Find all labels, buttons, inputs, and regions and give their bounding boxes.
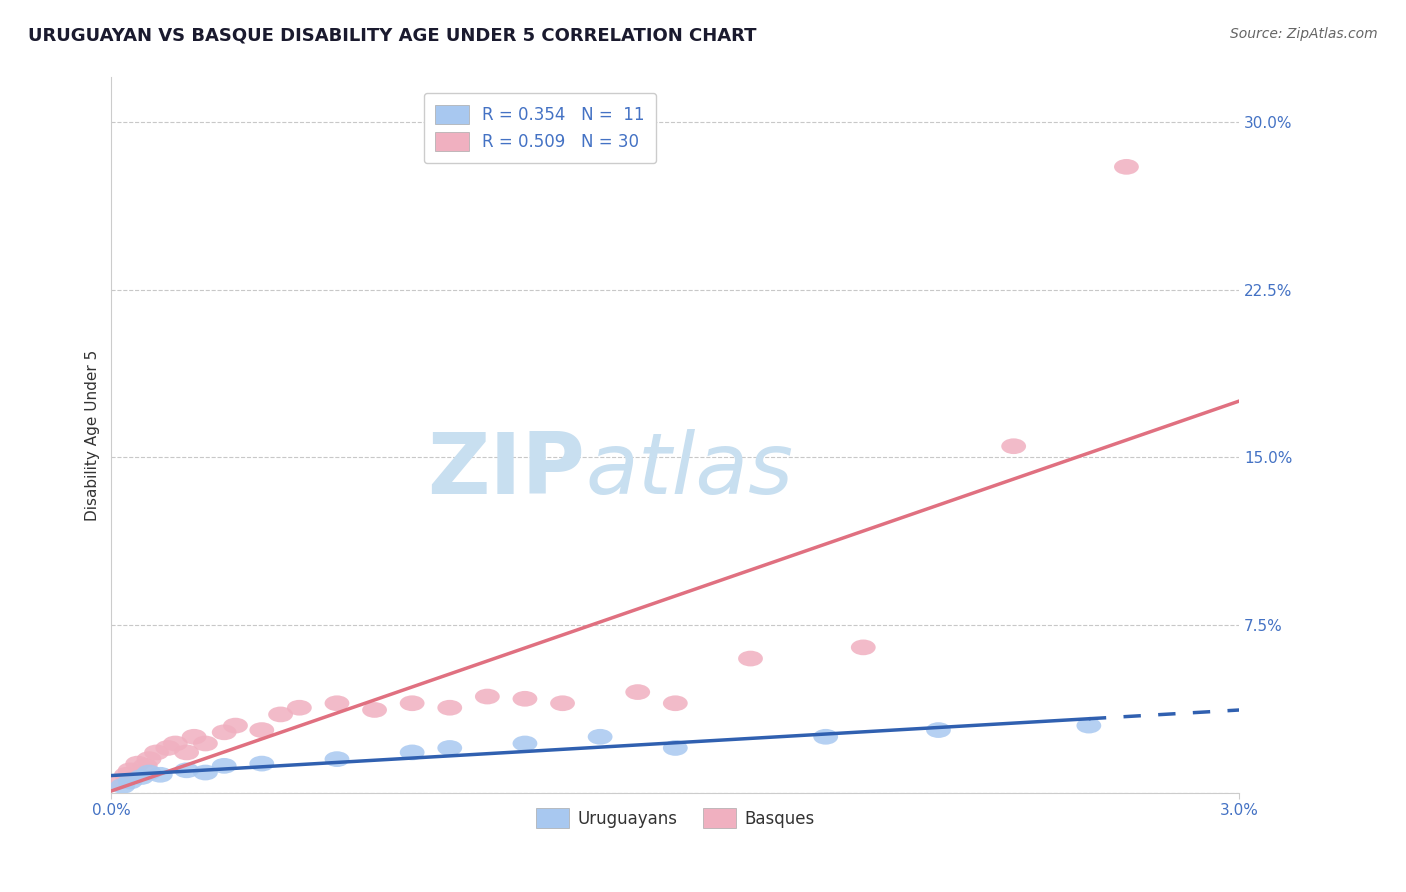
Ellipse shape	[145, 745, 169, 760]
Ellipse shape	[437, 740, 463, 756]
Ellipse shape	[132, 758, 157, 773]
Ellipse shape	[626, 684, 650, 700]
Ellipse shape	[148, 767, 173, 782]
Ellipse shape	[851, 640, 876, 656]
Ellipse shape	[181, 729, 207, 745]
Ellipse shape	[174, 745, 200, 760]
Ellipse shape	[475, 689, 499, 705]
Ellipse shape	[1114, 159, 1139, 175]
Ellipse shape	[114, 767, 139, 782]
Ellipse shape	[193, 736, 218, 751]
Ellipse shape	[399, 696, 425, 711]
Ellipse shape	[163, 736, 188, 751]
Y-axis label: Disability Age Under 5: Disability Age Under 5	[86, 350, 100, 521]
Ellipse shape	[129, 769, 153, 785]
Ellipse shape	[125, 756, 150, 772]
Ellipse shape	[513, 691, 537, 706]
Ellipse shape	[269, 706, 292, 723]
Ellipse shape	[399, 745, 425, 760]
Ellipse shape	[1077, 718, 1101, 733]
Ellipse shape	[662, 696, 688, 711]
Ellipse shape	[212, 724, 236, 740]
Ellipse shape	[588, 729, 613, 745]
Ellipse shape	[193, 764, 218, 780]
Ellipse shape	[363, 702, 387, 718]
Ellipse shape	[249, 756, 274, 772]
Text: ZIP: ZIP	[427, 429, 585, 512]
Ellipse shape	[738, 650, 763, 666]
Ellipse shape	[325, 751, 349, 767]
Text: Source: ZipAtlas.com: Source: ZipAtlas.com	[1230, 27, 1378, 41]
Ellipse shape	[813, 729, 838, 745]
Ellipse shape	[513, 736, 537, 751]
Ellipse shape	[174, 763, 200, 778]
Ellipse shape	[224, 718, 247, 733]
Ellipse shape	[110, 778, 135, 794]
Ellipse shape	[212, 758, 236, 773]
Ellipse shape	[1001, 438, 1026, 454]
Ellipse shape	[136, 751, 162, 767]
Text: URUGUAYAN VS BASQUE DISABILITY AGE UNDER 5 CORRELATION CHART: URUGUAYAN VS BASQUE DISABILITY AGE UNDER…	[28, 27, 756, 45]
Ellipse shape	[118, 773, 142, 789]
Ellipse shape	[249, 723, 274, 738]
Ellipse shape	[550, 696, 575, 711]
Ellipse shape	[156, 740, 180, 756]
Ellipse shape	[118, 763, 142, 778]
Ellipse shape	[107, 773, 131, 789]
Text: atlas: atlas	[585, 429, 793, 512]
Ellipse shape	[927, 723, 950, 738]
Ellipse shape	[662, 740, 688, 756]
Ellipse shape	[136, 764, 162, 780]
Ellipse shape	[437, 700, 463, 715]
Ellipse shape	[287, 700, 312, 715]
Legend: Uruguayans, Basques: Uruguayans, Basques	[529, 802, 821, 834]
Ellipse shape	[325, 696, 349, 711]
